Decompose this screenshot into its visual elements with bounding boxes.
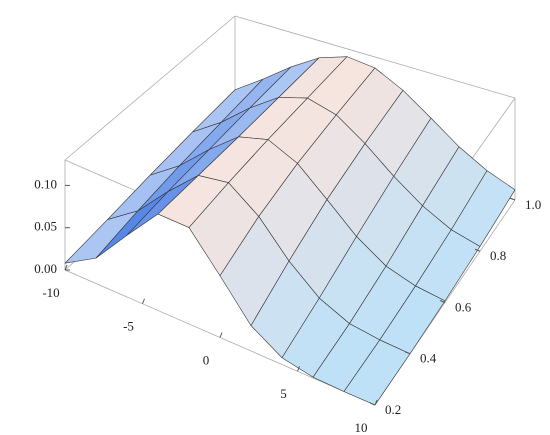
x-tick-label: 5 bbox=[280, 386, 287, 401]
x-tick-label: 10 bbox=[355, 420, 368, 435]
y-tick-label: 0.6 bbox=[455, 299, 472, 314]
box-edge bbox=[64, 15, 236, 161]
y-tick-label: 0.8 bbox=[490, 248, 506, 263]
x-tick bbox=[142, 298, 145, 304]
x-tick bbox=[297, 366, 300, 372]
x-tick-label: 0 bbox=[203, 352, 210, 367]
y-tick-label: 1.0 bbox=[525, 197, 541, 212]
x-tick bbox=[219, 332, 223, 338]
y-tick bbox=[509, 197, 516, 201]
y-tick bbox=[474, 248, 481, 252]
z-tick-label: 0.10 bbox=[34, 176, 57, 191]
z-tick-label: 0.00 bbox=[34, 261, 57, 276]
y-tick bbox=[369, 402, 376, 406]
box-edge bbox=[234, 15, 516, 99]
z-tick-label: 0.05 bbox=[34, 219, 57, 234]
x-tick-label: -5 bbox=[123, 319, 134, 334]
y-tick bbox=[404, 351, 411, 355]
x-tick bbox=[374, 399, 378, 406]
x-tick bbox=[64, 264, 68, 271]
y-tick-label: 0.4 bbox=[420, 351, 437, 366]
x-tick-label: -10 bbox=[42, 285, 59, 300]
y-tick bbox=[439, 300, 446, 303]
surface-patch bbox=[64, 210, 139, 264]
y-tick-label: 0.2 bbox=[385, 402, 401, 417]
